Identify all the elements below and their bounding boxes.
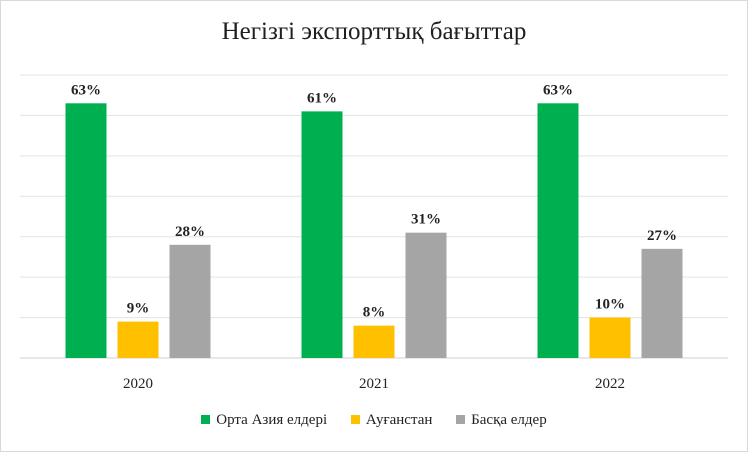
data-label: 63% <box>71 82 101 98</box>
data-label: 61% <box>307 90 337 106</box>
data-label: 8% <box>363 305 386 321</box>
legend-label-afghanistan: Ауғанстан <box>365 412 433 428</box>
data-label: 63% <box>543 82 573 98</box>
legend-label-other: Басқа елдер <box>471 412 547 428</box>
bar <box>537 103 579 358</box>
legend-swatch-central-asia <box>201 415 211 424</box>
data-label: 31% <box>411 212 441 228</box>
legend: Орта Азия елдері Ауғанстан Басқа елдер <box>0 412 748 429</box>
legend-swatch-other <box>456 415 466 424</box>
bar <box>353 325 395 358</box>
bar <box>117 321 159 358</box>
data-label: 27% <box>647 228 677 244</box>
chart-title: Негізгі экспорттық бағыттар <box>221 18 527 45</box>
bar <box>65 103 107 358</box>
legend-item-central-asia: Орта Азия елдері <box>201 412 327 429</box>
legend-item-afghanistan: Ауғанстан <box>350 412 433 429</box>
legend-label-central-asia: Орта Азия елдері <box>216 412 328 428</box>
data-label: 9% <box>127 301 150 317</box>
bar <box>405 232 447 358</box>
legend-item-other: Басқа елдер <box>456 412 547 429</box>
x-tick-label: 2022 <box>595 376 625 392</box>
bar <box>301 111 343 358</box>
bar <box>589 317 631 358</box>
x-tick-label: 2021 <box>359 376 389 392</box>
bar <box>169 244 211 358</box>
legend-swatch-afghanistan <box>350 415 360 424</box>
data-label: 28% <box>175 224 205 240</box>
x-tick-label: 2020 <box>123 376 153 392</box>
data-label: 10% <box>595 297 625 313</box>
bar <box>641 248 683 358</box>
